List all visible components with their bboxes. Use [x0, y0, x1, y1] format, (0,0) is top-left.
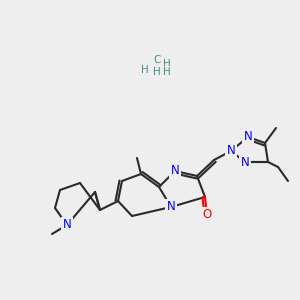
- Text: N: N: [241, 155, 249, 169]
- Text: H: H: [141, 65, 149, 75]
- Text: H: H: [153, 67, 161, 77]
- Text: C: C: [153, 55, 161, 65]
- Text: N: N: [244, 130, 252, 143]
- Text: N: N: [171, 164, 179, 178]
- Text: H: H: [163, 59, 171, 69]
- Text: N: N: [63, 218, 71, 232]
- Text: O: O: [202, 208, 211, 221]
- Text: H: H: [163, 67, 171, 77]
- Text: N: N: [226, 145, 236, 158]
- Text: N: N: [167, 200, 176, 214]
